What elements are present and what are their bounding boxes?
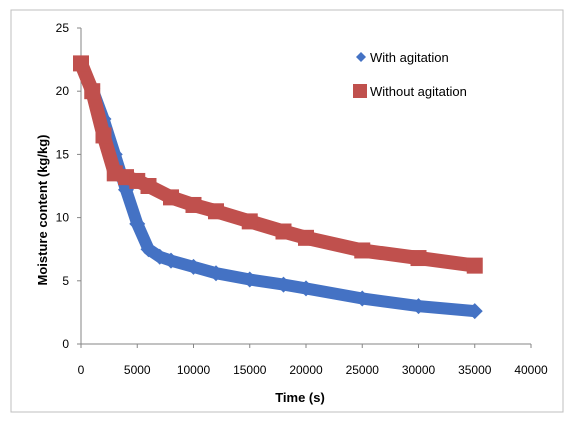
y-tick-label: 10 <box>56 211 70 225</box>
data-point-without-agitation <box>185 196 202 213</box>
data-point-without-agitation <box>95 127 112 144</box>
data-point-without-agitation <box>410 250 427 267</box>
x-tick-label: 5000 <box>124 363 151 377</box>
data-point-without-agitation <box>140 178 157 194</box>
data-point-without-agitation <box>163 189 179 206</box>
series-line-without-agitation <box>74 60 476 273</box>
data-point-with-agitation <box>241 271 258 288</box>
data-point-with-agitation <box>466 303 483 320</box>
data-point-with-agitation <box>298 280 314 297</box>
y-axis-ticks: 0 5 10 15 20 25 <box>56 21 81 351</box>
data-point-with-agitation <box>185 258 202 275</box>
y-tick-label: 20 <box>56 84 70 98</box>
legend-marker-without-agitation <box>353 84 367 98</box>
x-tick-label: 20000 <box>289 363 323 377</box>
data-point-without-agitation <box>241 213 258 230</box>
chart-border <box>10 9 564 413</box>
x-tick-label: 25000 <box>346 363 380 377</box>
y-tick-label: 0 <box>62 337 69 351</box>
y-tick-label: 25 <box>56 21 70 35</box>
x-tick-label: 30000 <box>402 363 436 377</box>
data-point-without-agitation <box>275 223 292 240</box>
data-point-without-agitation <box>354 242 371 259</box>
data-point-without-agitation <box>298 229 314 246</box>
data-point-with-agitation <box>208 265 224 282</box>
legend-label-without-agitation: Without agitation <box>370 84 467 99</box>
data-point-with-agitation <box>354 290 371 307</box>
data-point-without-agitation <box>84 83 101 100</box>
x-tick-label: 40000 <box>514 363 548 377</box>
legend: With agitation Without agitation <box>353 50 467 99</box>
y-axis-title: Moisture content (kg/kg) <box>35 135 50 286</box>
y-tick-label: 5 <box>62 274 69 288</box>
x-axis-title: Time (s) <box>275 390 325 405</box>
data-point-with-agitation <box>410 298 427 315</box>
x-axis-ticks: 0 5000 10000 15000 20000 25000 30000 35000 40000 <box>78 344 548 377</box>
data-point-with-agitation <box>129 215 146 232</box>
legend-marker-with-agitation <box>356 52 366 62</box>
data-point-without-agitation <box>73 55 89 72</box>
data-point-without-agitation <box>466 257 483 274</box>
x-tick-label: 15000 <box>233 363 267 377</box>
data-point-with-agitation <box>140 241 157 258</box>
x-tick-label: 10000 <box>177 363 211 377</box>
data-point-without-agitation <box>208 203 224 220</box>
x-tick-label: 0 <box>78 363 85 377</box>
x-tick-label: 35000 <box>458 363 492 377</box>
data-point-with-agitation <box>163 252 179 269</box>
data-point-with-agitation <box>275 276 292 293</box>
y-tick-label: 15 <box>56 147 70 161</box>
legend-label-with-agitation: With agitation <box>370 50 449 65</box>
series-layer <box>73 55 483 320</box>
